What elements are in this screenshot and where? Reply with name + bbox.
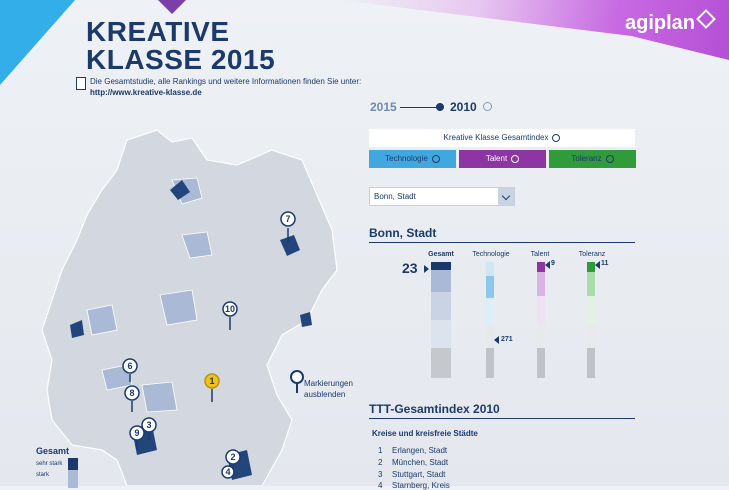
map-region-hamburg[interactable] [170,180,190,200]
legend-item: stark [36,472,50,478]
bar-toleranz [587,262,595,378]
rank-toleranz: 11 [601,260,609,267]
col-head-technologie: Technologie [472,251,510,258]
year-2010[interactable]: 2010 [450,100,477,114]
info-icon[interactable]: i [483,102,492,111]
ttt-subtitle: Kreise und kreisfreie Städte [372,429,478,438]
map-legend: Gesamt sehr stark stark [36,446,78,488]
page-title-line1: KREATIVE [86,16,230,47]
decor-notch [158,0,186,14]
ttt-rank: 1 [378,446,383,455]
info-link[interactable]: http://www.kreative-klasse.de [90,88,202,97]
ttt-list-item[interactable]: 3 Stuttgart, Stadt [378,470,445,479]
rank-arrow-icon [595,261,600,269]
rank-arrow-icon [494,336,499,344]
rank-gesamt: 23 [402,260,418,276]
bar-technologie [486,262,494,378]
tab-technologie-label: Technologie [385,154,428,163]
rank-technologie: 271 [501,336,513,343]
brand-name: agiplan [624,12,695,34]
rank-talent: 9 [551,260,555,267]
svg-text:7: 7 [285,214,290,224]
city-select[interactable]: Bonn, Stadt [369,187,515,206]
brand-diamond-icon: ◇ [696,9,716,29]
year-timeline [400,107,438,108]
legend-item: sehr stark [36,461,63,467]
map-region[interactable] [181,231,213,259]
svg-text:2: 2 [230,452,235,462]
tab-talent[interactable]: Talenti [459,150,546,168]
chevron-down-icon[interactable] [498,188,514,205]
map-marker-6[interactable]: 6 [122,358,138,382]
divider [369,242,635,243]
map-marker-2[interactable]: 2 [225,449,241,472]
map-marker-4[interactable]: 4 [221,465,235,479]
info-icon[interactable]: i [552,133,561,142]
ttt-rank: 2 [378,458,383,467]
rank-arrow-icon [424,265,429,273]
ttt-name: Erlangen, Stadt [392,446,448,455]
tab-technologie[interactable]: Technologiei [369,150,456,168]
toggle-markers-label-2: ausblenden [304,390,346,399]
germany-map[interactable]: 7 10 1 6 8 9 3 2 4 [32,120,352,486]
map-marker-8[interactable]: 8 [124,385,140,412]
ttt-list-item[interactable]: 1 Erlangen, Stadt [378,446,447,455]
year-slider-handle[interactable] [436,103,444,111]
info-icon[interactable]: i [605,154,614,163]
decor-corner-left [0,0,75,85]
toggle-markers-label: Markierungen ausblenden [304,378,353,400]
svg-text:10: 10 [225,304,235,314]
legend-swatch [68,458,78,488]
toggle-markers-label-1: Markierungen [304,379,353,388]
document-icon [76,77,86,90]
svg-text:3: 3 [146,420,151,430]
map-region[interactable] [86,304,118,336]
rank-arrow-icon [545,261,550,269]
map-marker-1[interactable]: 1 [204,373,220,402]
svg-text:6: 6 [127,361,132,371]
pin-stem [296,383,298,393]
col-head-talent: Talent [530,251,550,258]
svg-text:8: 8 [129,388,134,398]
info-icon[interactable]: i [511,154,520,163]
brand-logo[interactable]: agiplan◇ [624,9,716,35]
map-marker-3[interactable]: 3 [141,417,157,440]
page-title: KREATIVE KLASSE 2015 [86,18,275,74]
map-marker-9[interactable]: 9 [129,425,145,450]
svg-text:9: 9 [134,428,139,438]
index-button[interactable]: Kreative Klasse Gesamtindexi [369,129,635,147]
map-region-dusseldorf[interactable] [70,320,84,338]
ttt-rank: 3 [378,470,383,479]
svg-text:1: 1 [209,376,214,386]
city-title: Bonn, Stadt [369,226,437,240]
map-region-berlin[interactable] [280,235,300,256]
info-icon[interactable]: i [431,154,440,163]
map-marker-10[interactable]: 10 [222,301,238,330]
year-2015[interactable]: 2015 [370,100,397,114]
city-select-value: Bonn, Stadt [374,192,416,201]
bar-talent [537,262,545,378]
divider [369,418,635,419]
page-title-line2: KLASSE 2015 [86,44,276,75]
ttt-title: TTT-Gesamtindex 2010 [369,402,500,416]
legend-head: Gesamt [36,446,70,456]
ttt-list-item[interactable]: 2 München, Stadt [378,458,448,467]
tab-toleranz-label: Toleranz [571,154,602,163]
index-button-label: Kreative Klasse Gesamtindex [443,133,549,142]
svg-text:4: 4 [225,467,230,477]
info-text-body: Die Gesamtstudie, alle Rankings und weit… [90,77,362,86]
bar-gesamt [431,262,451,378]
col-head-gesamt: Gesamt [428,251,454,258]
tab-toleranz[interactable]: Toleranzi [549,150,636,168]
map-region-leipzig[interactable] [300,312,312,327]
col-head-toleranz: Toleranz [578,251,606,258]
ttt-name: München, Stadt [392,458,449,467]
pin-icon [290,370,304,384]
map-marker-7[interactable]: 7 [280,211,296,242]
info-text: Die Gesamtstudie, alle Rankings und weit… [76,76,362,98]
map-region[interactable] [159,289,198,326]
tab-talent-label: Talent [485,154,508,163]
map-region[interactable] [141,381,178,413]
ttt-name: Stuttgart, Stadt [392,470,446,479]
